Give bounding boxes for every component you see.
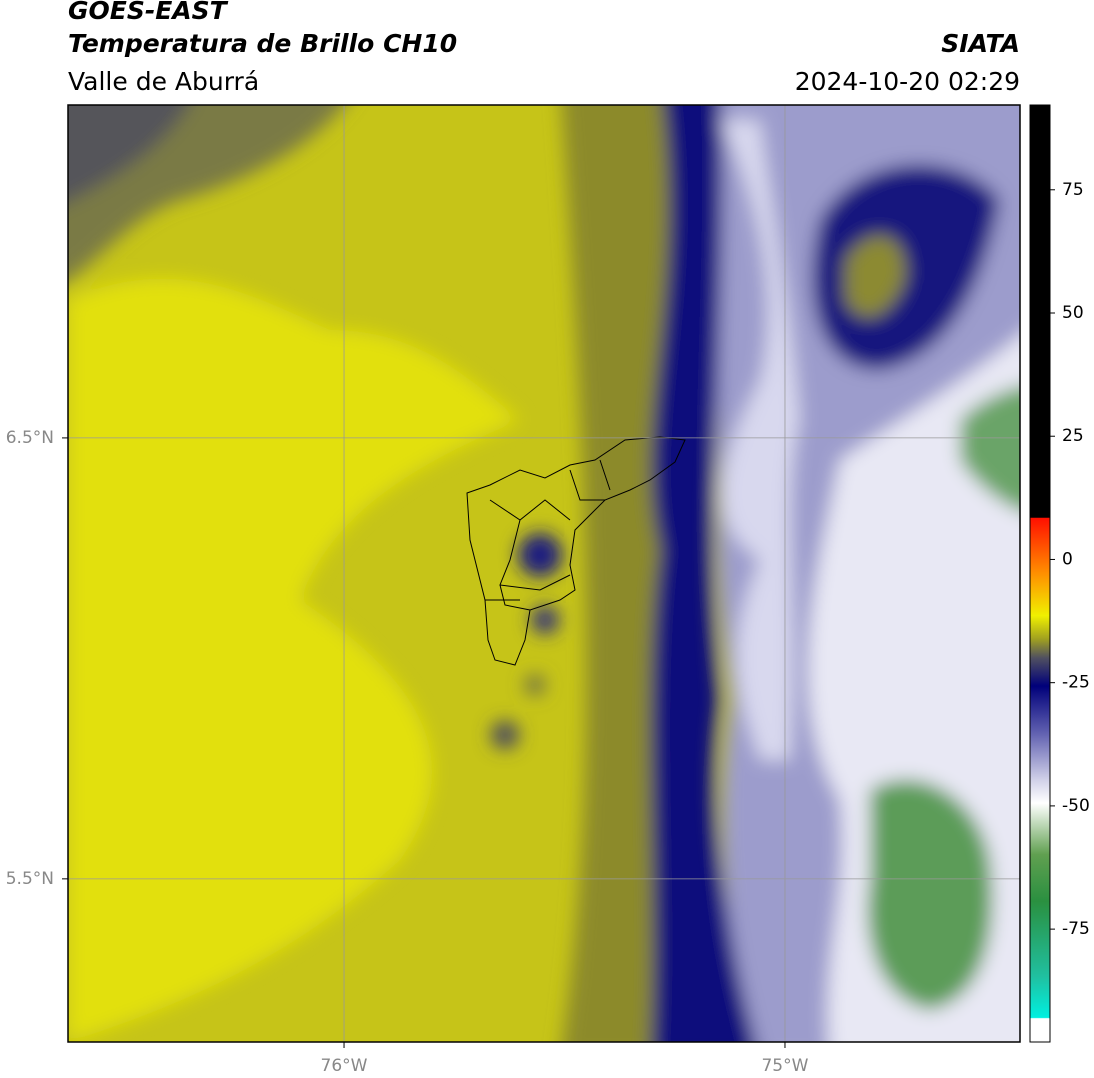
colorbar [1029, 104, 1051, 1043]
source: SIATA [941, 29, 1020, 58]
colorbar-tick-label: 0 [1062, 549, 1073, 569]
colorbar-tick-label: 50 [1062, 303, 1084, 323]
graticule [68, 105, 1020, 1042]
colorbar-tick-label: 25 [1062, 426, 1084, 446]
region: Valle de Aburrá [68, 67, 259, 96]
brightness-field [68, 105, 1020, 1042]
datetime: 2024-10-20 02:29 [795, 67, 1020, 96]
y-tick-label: 6.5°N [6, 428, 54, 448]
colorbar-tick-label: -25 [1062, 673, 1090, 693]
title: GOES-EAST [68, 0, 229, 25]
colorbar-tick-label: -75 [1062, 919, 1090, 939]
y-tick-label: 5.5°N [6, 869, 54, 889]
subtitle: Temperatura de Brillo CH10 [68, 29, 457, 58]
colorbar-tick-label: -50 [1062, 796, 1090, 816]
colorbar-tick-label: 75 [1062, 180, 1084, 200]
map-frame [67, 104, 1021, 1043]
municipal-boundaries [466, 436, 686, 666]
x-tick-label: 76°W [321, 1056, 368, 1076]
x-tick-label: 75°W [761, 1056, 808, 1076]
